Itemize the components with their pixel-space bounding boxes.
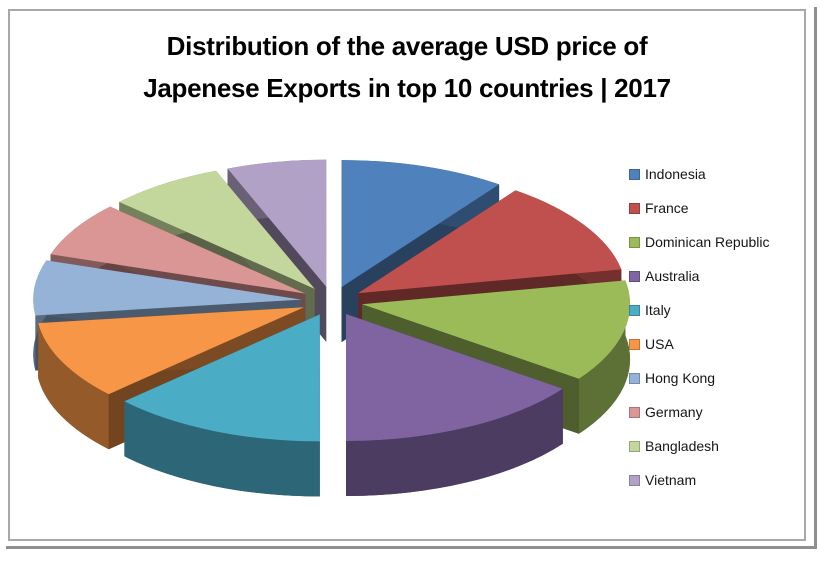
legend-swatch-vietnam — [629, 474, 640, 486]
chart-title-line1: Distribution of the average USD price of — [166, 31, 648, 61]
legend-item-hong-kong: Hong Kong — [629, 368, 770, 388]
chart-title: Distribution of the average USD price of… — [10, 25, 804, 109]
legend-label: Germany — [645, 404, 703, 420]
legend-swatch-france — [629, 202, 640, 214]
legend-label: Vietnam — [645, 472, 697, 488]
legend-item-indonesia: Indonesia — [629, 164, 770, 184]
legend-swatch-italy — [629, 304, 640, 316]
legend-item-italy: Italy — [629, 300, 770, 320]
legend-swatch-indonesia — [629, 168, 640, 180]
legend-item-dominican-republic: Dominican Republic — [629, 232, 770, 252]
legend-swatch-germany — [629, 406, 640, 418]
pie-chart — [33, 159, 631, 497]
frame-shadow-bottom — [6, 546, 817, 549]
legend-item-australia: Australia — [629, 266, 770, 286]
legend-swatch-australia — [629, 270, 640, 282]
legend-item-germany: Germany — [629, 402, 770, 422]
legend-label: Hong Kong — [645, 370, 716, 386]
legend-swatch-usa — [629, 338, 640, 350]
legend-label: Italy — [645, 302, 671, 318]
legend-label: Indonesia — [645, 166, 706, 182]
frame-shadow-right — [814, 7, 817, 549]
chart-title-line2: Japenese Exports in top 10 countries | 2… — [143, 73, 671, 103]
legend-label: USA — [645, 336, 674, 352]
legend-item-france: France — [629, 198, 770, 218]
legend-label: Bangladesh — [645, 438, 719, 454]
legend-swatch-hong-kong — [629, 372, 640, 384]
legend: Indonesia France Dominican Republic Austral… — [629, 164, 770, 490]
legend-label: France — [645, 200, 689, 216]
pie-slice-australia — [346, 314, 563, 497]
legend-swatch-bangladesh — [629, 440, 640, 452]
legend-label: Dominican Republic — [645, 234, 770, 250]
chart-frame: Distribution of the average USD price of… — [8, 9, 806, 541]
legend-item-vietnam: Vietnam — [629, 470, 770, 490]
pie-slice-italy — [124, 314, 320, 497]
legend-label: Australia — [645, 268, 700, 284]
legend-item-usa: USA — [629, 334, 770, 354]
legend-swatch-dominican-republic — [629, 236, 640, 248]
legend-item-bangladesh: Bangladesh — [629, 436, 770, 456]
